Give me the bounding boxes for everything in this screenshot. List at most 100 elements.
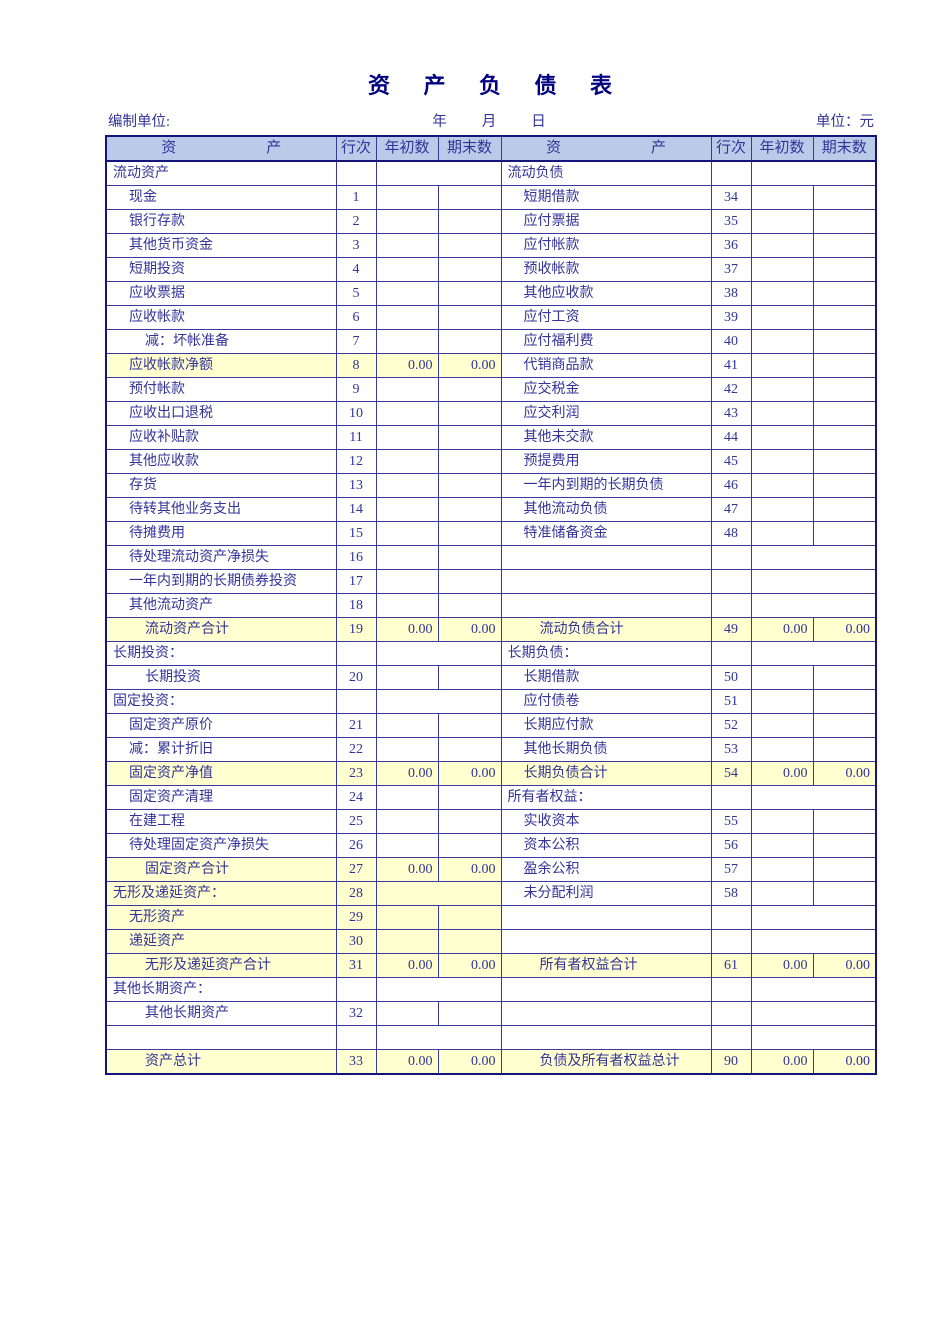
right-begin-value-cell: 0.00 bbox=[750, 761, 814, 786]
table-row: 其他长期资产： bbox=[105, 977, 877, 1002]
right-line-cell bbox=[710, 785, 752, 810]
right-item-cell: 代销商品款 bbox=[500, 353, 712, 378]
left-item-cell: 减：坏帐准备 bbox=[105, 329, 337, 354]
left-item-cell: 固定资产合计 bbox=[105, 857, 337, 882]
table-row: 流动资产 流动负债 bbox=[105, 160, 877, 186]
left-begin-value-cell bbox=[375, 905, 439, 930]
right-begin-value-cell bbox=[750, 329, 814, 354]
right-begin-value-cell: 0.00 bbox=[750, 953, 814, 978]
right-end-value-cell bbox=[812, 521, 877, 546]
left-item-cell: 长期投资 bbox=[105, 665, 337, 690]
right-item-cell bbox=[500, 929, 712, 954]
left-end-value-cell: 0.00 bbox=[437, 953, 502, 978]
date-label: 年 月 日 bbox=[432, 114, 548, 130]
left-end-value-cell bbox=[437, 737, 502, 762]
right-end-value-cell bbox=[812, 425, 877, 450]
right-item-cell: 资本公积 bbox=[500, 833, 712, 858]
right-item-cell bbox=[500, 545, 712, 570]
right-item-cell: 长期负债： bbox=[500, 641, 712, 666]
right-end-value-cell bbox=[812, 473, 877, 498]
table-row: 在建工程 25 实收资本 55 bbox=[105, 809, 877, 834]
right-end-value-cell bbox=[812, 353, 877, 378]
left-line-cell: 6 bbox=[335, 305, 377, 330]
left-begin-value-cell bbox=[375, 833, 439, 858]
header-row: 资 产 行次 年初数 期末数 资 产 行次 年初数 期末数 bbox=[105, 135, 877, 162]
left-line-cell: 24 bbox=[335, 785, 377, 810]
left-begin-value-cell bbox=[375, 257, 439, 282]
left-item-cell: 无形及递延资产： bbox=[105, 881, 337, 906]
left-line-cell bbox=[335, 1025, 377, 1050]
right-item-cell: 一年内到期的长期负债 bbox=[500, 473, 712, 498]
left-line-cell: 33 bbox=[335, 1049, 377, 1075]
left-end-value-cell: 0.00 bbox=[437, 353, 502, 378]
right-item-cell: 流动负债合计 bbox=[500, 617, 712, 642]
left-begin-value-cell bbox=[375, 449, 439, 474]
right-end-value-cell bbox=[812, 809, 877, 834]
right-line-cell: 35 bbox=[710, 209, 752, 234]
table-row: 其他流动资产 18 bbox=[105, 593, 877, 618]
left-line-cell: 10 bbox=[335, 401, 377, 426]
table-row bbox=[105, 1025, 877, 1050]
table-row: 减：累计折旧 22 其他长期负债 53 bbox=[105, 737, 877, 762]
left-item-cell: 应收帐款 bbox=[105, 305, 337, 330]
right-begin-value-cell bbox=[750, 809, 814, 834]
left-begin-value-cell bbox=[375, 329, 439, 354]
right-item-cell: 特准储备资金 bbox=[500, 521, 712, 546]
right-item-cell: 实收资本 bbox=[500, 809, 712, 834]
left-line-cell: 11 bbox=[335, 425, 377, 450]
right-line-cell: 54 bbox=[710, 761, 752, 786]
left-end-value-cell bbox=[437, 281, 502, 306]
table-row: 长期投资： 长期负债： bbox=[105, 641, 877, 666]
right-begin-value-cell bbox=[750, 713, 814, 738]
left-begin-value-cell: 0.00 bbox=[375, 953, 439, 978]
table-row: 其他货币资金 3 应付帐款 36 bbox=[105, 233, 877, 258]
right-begin-value-cell bbox=[750, 737, 814, 762]
left-item-cell: 待转其他业务支出 bbox=[105, 497, 337, 522]
left-end-value-cell bbox=[437, 521, 502, 546]
right-line-cell bbox=[710, 593, 752, 618]
left-item-cell: 固定投资： bbox=[105, 689, 337, 714]
right-value-cell bbox=[750, 929, 877, 954]
right-begin-value-cell bbox=[750, 233, 814, 258]
table-row: 待转其他业务支出 14 其他流动负债 47 bbox=[105, 497, 877, 522]
left-line-cell: 8 bbox=[335, 353, 377, 378]
right-end-value-cell: 0.00 bbox=[812, 617, 877, 642]
left-begin-value-cell bbox=[375, 377, 439, 402]
left-end-value-cell bbox=[437, 473, 502, 498]
left-line-cell: 7 bbox=[335, 329, 377, 354]
right-line-cell: 44 bbox=[710, 425, 752, 450]
right-line-cell: 58 bbox=[710, 881, 752, 906]
left-value-cell bbox=[375, 977, 502, 1002]
right-end-value-cell bbox=[812, 833, 877, 858]
left-value-cell bbox=[375, 641, 502, 666]
left-begin-value-cell bbox=[375, 521, 439, 546]
left-begin-value-cell bbox=[375, 737, 439, 762]
right-begin-value-cell: 0.00 bbox=[750, 617, 814, 642]
right-value-cell bbox=[750, 977, 877, 1002]
right-line-cell bbox=[710, 1025, 752, 1050]
left-end-value-cell bbox=[437, 305, 502, 330]
header-item-left: 资 产 bbox=[105, 135, 337, 162]
table-row: 存货 13 一年内到期的长期负债 46 bbox=[105, 473, 877, 498]
right-line-cell: 53 bbox=[710, 737, 752, 762]
right-line-cell bbox=[710, 545, 752, 570]
left-item-cell: 流动资产合计 bbox=[105, 617, 337, 642]
left-end-value-cell: 0.00 bbox=[437, 1049, 502, 1075]
right-begin-value-cell bbox=[750, 665, 814, 690]
left-end-value-cell bbox=[437, 809, 502, 834]
left-item-cell: 流动资产 bbox=[105, 160, 337, 186]
left-end-value-cell: 0.00 bbox=[437, 617, 502, 642]
left-end-value-cell bbox=[437, 833, 502, 858]
right-end-value-cell bbox=[812, 497, 877, 522]
table-row: 递延资产 30 bbox=[105, 929, 877, 954]
left-value-cell bbox=[375, 1025, 502, 1050]
left-line-cell: 13 bbox=[335, 473, 377, 498]
left-begin-value-cell bbox=[375, 233, 439, 258]
right-line-cell: 90 bbox=[710, 1049, 752, 1075]
prepared-by-label: 编制单位: bbox=[108, 114, 171, 130]
meta-line: 编制单位: 年 月 日 单位：元 bbox=[105, 109, 875, 131]
right-item-cell: 其他流动负债 bbox=[500, 497, 712, 522]
left-item-cell: 资产总计 bbox=[105, 1049, 337, 1075]
left-begin-value-cell bbox=[375, 305, 439, 330]
